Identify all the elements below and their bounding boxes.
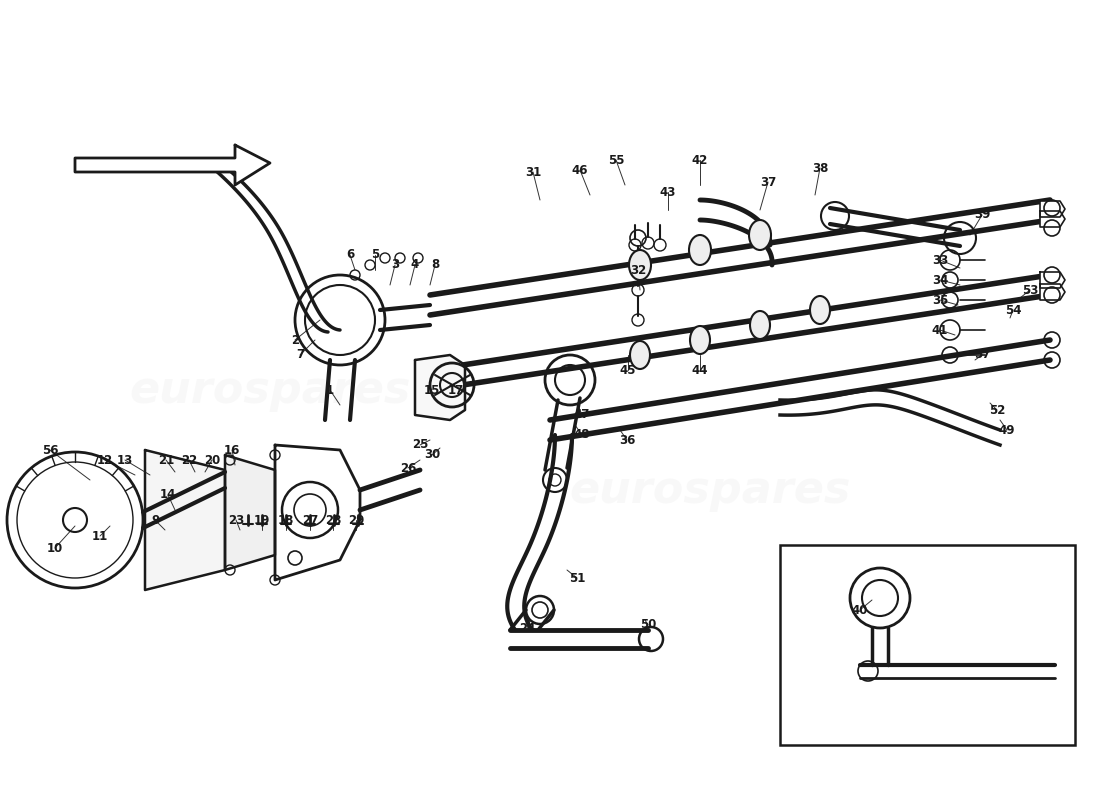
Text: 32: 32: [630, 263, 646, 277]
Text: 44: 44: [692, 363, 708, 377]
Text: 43: 43: [660, 186, 676, 198]
Text: 46: 46: [572, 163, 588, 177]
Text: 23: 23: [228, 514, 244, 526]
Text: 26: 26: [399, 462, 416, 474]
Polygon shape: [1040, 272, 1065, 288]
Text: 39: 39: [974, 209, 990, 222]
Text: 55: 55: [607, 154, 625, 166]
Polygon shape: [1040, 284, 1065, 300]
Text: eurospares: eurospares: [130, 369, 410, 411]
Text: 19: 19: [254, 514, 271, 526]
Text: 13: 13: [117, 454, 133, 466]
Polygon shape: [1040, 211, 1065, 227]
Text: 9: 9: [151, 514, 160, 526]
Ellipse shape: [630, 341, 650, 369]
Text: 7: 7: [296, 349, 304, 362]
Text: 3: 3: [390, 258, 399, 271]
Text: 37: 37: [760, 175, 777, 189]
Text: 20: 20: [204, 454, 220, 466]
Text: 38: 38: [812, 162, 828, 174]
Text: 48: 48: [574, 429, 591, 442]
Polygon shape: [275, 445, 360, 580]
Text: 14: 14: [160, 489, 176, 502]
Text: 28: 28: [324, 514, 341, 526]
Text: 30: 30: [424, 449, 440, 462]
Text: 35: 35: [932, 294, 948, 306]
Text: 22: 22: [180, 454, 197, 466]
Text: 31: 31: [525, 166, 541, 178]
Text: 5: 5: [371, 249, 380, 262]
Polygon shape: [415, 355, 465, 420]
Text: 10: 10: [47, 542, 63, 554]
Text: 21: 21: [158, 454, 174, 466]
Text: 24: 24: [519, 622, 536, 634]
Text: 54: 54: [1004, 303, 1021, 317]
Text: 51: 51: [569, 571, 585, 585]
Text: 29: 29: [348, 514, 364, 526]
Ellipse shape: [629, 250, 651, 280]
Polygon shape: [1040, 201, 1065, 217]
Text: 27: 27: [301, 514, 318, 526]
Text: 49: 49: [999, 423, 1015, 437]
Text: 2: 2: [290, 334, 299, 346]
Text: 53: 53: [1022, 283, 1038, 297]
Text: 25: 25: [411, 438, 428, 451]
Text: 33: 33: [932, 254, 948, 266]
Bar: [780, 545, 1075, 745]
Text: 15: 15: [424, 383, 440, 397]
Ellipse shape: [749, 220, 771, 250]
Text: 16: 16: [223, 443, 240, 457]
Text: 34: 34: [932, 274, 948, 286]
Ellipse shape: [690, 326, 710, 354]
Text: 56: 56: [42, 443, 58, 457]
Ellipse shape: [810, 296, 830, 324]
Text: 6: 6: [345, 249, 354, 262]
Text: 57: 57: [974, 349, 990, 362]
Text: 50: 50: [640, 618, 657, 631]
Text: 36: 36: [619, 434, 635, 446]
Text: 1: 1: [326, 383, 334, 397]
Polygon shape: [75, 145, 270, 185]
Text: 52: 52: [989, 403, 1005, 417]
Text: 41: 41: [932, 323, 948, 337]
Text: 45: 45: [619, 363, 636, 377]
Ellipse shape: [750, 311, 770, 339]
Text: 11: 11: [92, 530, 108, 542]
Text: 18: 18: [278, 514, 294, 526]
Text: 42: 42: [692, 154, 708, 166]
Text: eurospares: eurospares: [570, 469, 850, 511]
Polygon shape: [226, 455, 275, 570]
Text: 8: 8: [431, 258, 439, 271]
Text: 17: 17: [448, 383, 464, 397]
Text: 40: 40: [851, 603, 868, 617]
Text: 47: 47: [574, 409, 591, 422]
Ellipse shape: [689, 235, 711, 265]
Text: 12: 12: [97, 454, 113, 466]
Text: 4: 4: [411, 258, 419, 271]
Polygon shape: [145, 450, 226, 590]
